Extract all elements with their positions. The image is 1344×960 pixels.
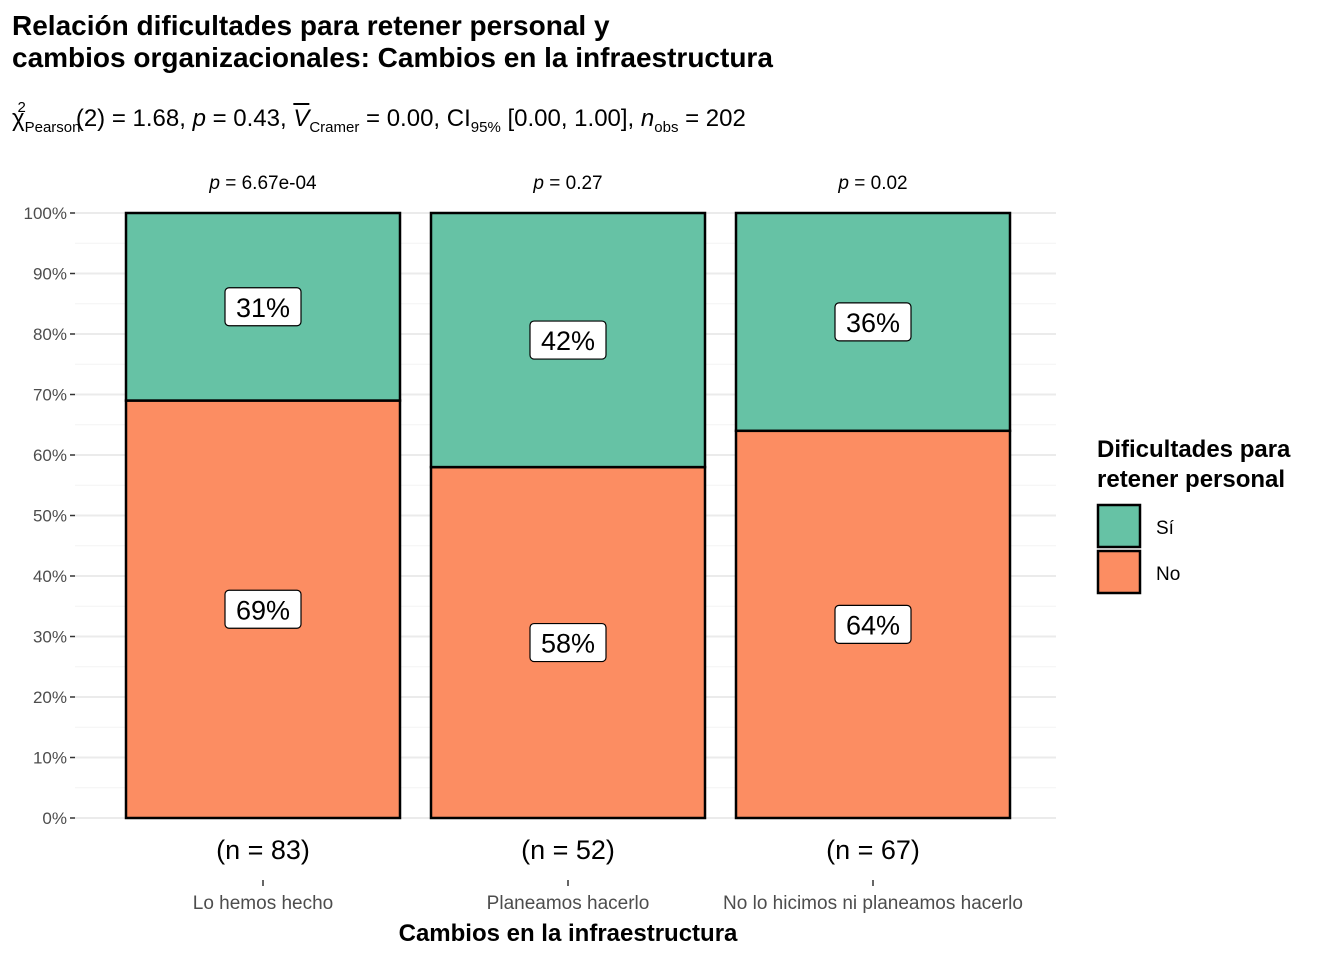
legend-swatch (1096, 503, 1142, 549)
y-tick-label: 20% (33, 688, 67, 707)
subtitle-chi: χ (12, 105, 25, 132)
data-label-box (834, 302, 912, 342)
y-tick-label: 90% (33, 265, 67, 284)
subtitle-v-value: = 0.00, CI (359, 105, 471, 132)
subtitle-v-sub: Cramer (309, 118, 360, 136)
data-label: 42% (541, 326, 595, 356)
chart-title: Relación dificultades para retener perso… (12, 10, 773, 73)
subtitle-n-value: = 202 (678, 105, 746, 132)
p-value: = 0.27 (544, 173, 603, 194)
data-label: 64% (846, 610, 900, 640)
data-label-box (529, 622, 607, 663)
subtitle-chi-sub: Pearson (24, 118, 81, 136)
p-symbol: p (532, 173, 544, 194)
x-tick-label: Lo hemos hecho (193, 893, 334, 914)
data-label-box (224, 589, 302, 629)
n-label: (n = 67) (826, 835, 920, 865)
legend-title: Dificultades para (1097, 436, 1291, 463)
subtitle-ci-sub: 95% (470, 118, 501, 136)
x-tick-label: No lo hicimos ni planeamos hacerlo (723, 893, 1023, 914)
subtitle-ci-value: [0.00, 1.00], (500, 105, 641, 132)
data-label: 36% (846, 308, 900, 338)
y-tick-label: 40% (33, 567, 67, 586)
p-symbol: p (208, 173, 220, 194)
x-axis-ticks: (n = 83) Lo hemos hecho (n = 52) Planeamos … (193, 835, 1023, 914)
y-tick-label: 0% (42, 809, 67, 828)
p-value-label: p = 0.27 (532, 173, 602, 194)
bars: 69% 31% p = 6.67e-04 58% 42% p = 0.27 64% 36% p … (124, 173, 1012, 820)
subtitle-n-symbol: n (640, 105, 655, 132)
legend-label: No (1156, 564, 1180, 585)
p-value: = 0.02 (849, 173, 908, 194)
p-symbol: p (837, 173, 849, 194)
y-axis-ticks: 0% 10% 20% 30% 40% 50% 60% 70% 80% 90% 100% (24, 204, 75, 828)
y-tick-label: 10% (33, 749, 67, 768)
legend-swatch (1096, 549, 1142, 595)
subtitle-v-symbol: V (293, 105, 310, 132)
subtitle-p-symbol: p (192, 105, 206, 132)
p-value-label: p = 6.67e-04 (208, 173, 317, 194)
y-tick-label: 60% (33, 446, 67, 465)
y-tick-label: 50% (33, 507, 67, 526)
subtitle-chi-sup: 2 (17, 99, 26, 116)
y-tick-label: 80% (33, 325, 67, 344)
data-label: 69% (236, 595, 290, 625)
legend-label: Sí (1156, 518, 1175, 539)
y-tick-label: 100% (24, 204, 67, 223)
y-tick-label: 30% (33, 628, 67, 647)
legend: Dificultades para retener personal Sí No (1096, 436, 1291, 595)
x-tick-label: Planeamos hacerlo (487, 893, 650, 914)
p-value-label: p = 0.02 (837, 173, 907, 194)
data-label-box (529, 320, 607, 360)
n-label: (n = 83) (216, 835, 310, 865)
subtitle-n-sub: obs (654, 118, 679, 136)
data-label-box (834, 604, 912, 645)
p-value: = 6.67e-04 (220, 173, 317, 194)
n-label: (n = 52) (521, 835, 615, 865)
y-tick-label: 70% (33, 386, 67, 405)
x-axis-title: Cambios en la infraestructura (399, 920, 738, 947)
data-label-box (224, 287, 302, 327)
data-label: 58% (541, 629, 595, 659)
data-label: 31% (236, 293, 290, 323)
legend-title: retener personal (1097, 466, 1285, 493)
subtitle-chi-value: (2) = 1.68, (75, 105, 193, 132)
subtitle-p-value: = 0.43, (205, 105, 294, 132)
chart-subtitle: χPearson 2 (2) = 1.68, p = 0.43, VCramer =… (12, 93, 746, 143)
